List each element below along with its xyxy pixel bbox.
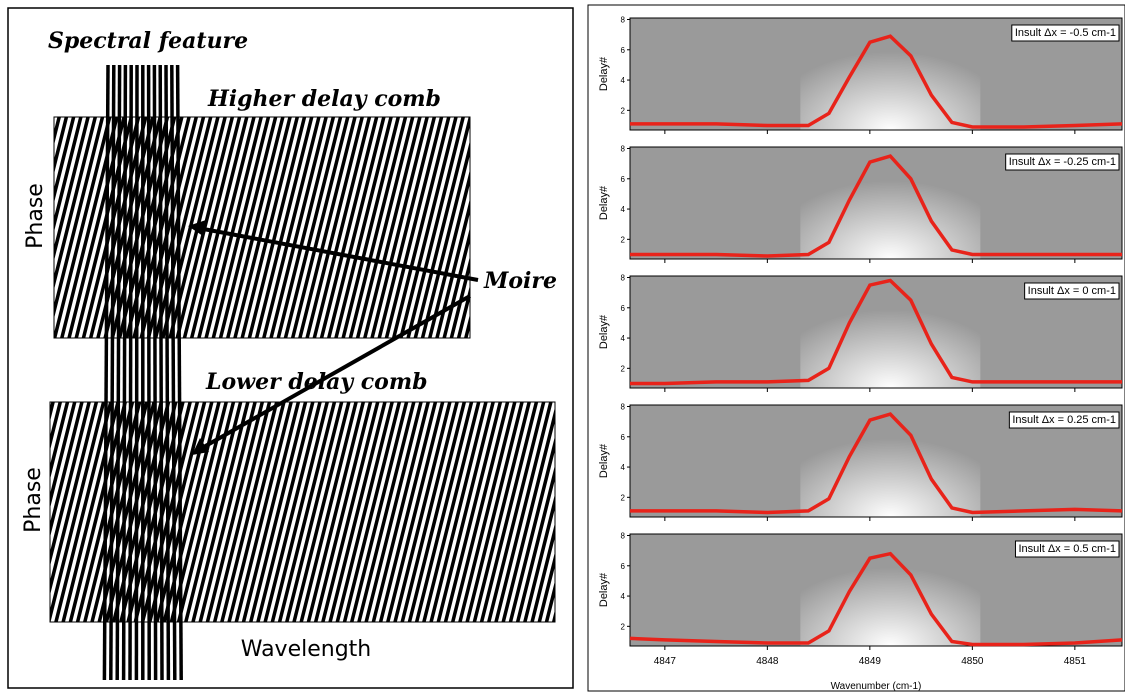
arrowhead (188, 220, 206, 236)
arrowhead (192, 438, 209, 455)
x-axis-label: Wavenumber (cm-1) (831, 681, 922, 692)
label: Lower delay comb (205, 369, 428, 395)
y-tick-label: 6 (621, 46, 626, 55)
arrow (197, 226, 479, 282)
y-tick-label: 2 (621, 235, 626, 244)
axis-label: Phase (23, 183, 48, 249)
panel-label: Insult Δx = 0 cm-1 (1028, 285, 1116, 297)
x-tick-label: 4851 (1064, 656, 1087, 667)
bar-line (170, 64, 177, 681)
y-tick-label: 4 (621, 205, 626, 214)
y-tick-label: 4 (621, 334, 626, 343)
x-tick-label: 4850 (961, 656, 984, 667)
plots-frame (587, 4, 1125, 692)
y-tick-label: 2 (621, 622, 626, 631)
axis-label: Phase (21, 467, 46, 533)
curve (630, 154, 1122, 258)
y-tick-label: 8 (621, 532, 626, 541)
y-axis-label: Delay# (598, 572, 610, 607)
y-tick-label: 2 (621, 364, 626, 373)
y-tick-label: 6 (621, 304, 626, 313)
y-tick-label: 4 (621, 463, 626, 472)
panel-frame (629, 533, 1123, 647)
label: Higher delay comb (207, 86, 441, 112)
label-box (1005, 153, 1120, 171)
bar-line (102, 64, 110, 681)
panel-frame (629, 275, 1123, 389)
panel-label: Insult Δx = -0.25 cm-1 (1009, 156, 1116, 168)
label-box (1008, 411, 1120, 429)
label-box (1024, 282, 1120, 300)
x-tick-label: 4849 (859, 656, 882, 667)
bar-line (128, 64, 133, 681)
spectral-bars (102, 64, 183, 681)
label-box (1011, 24, 1120, 42)
y-axis-label: Delay# (598, 185, 610, 220)
y-axis-label: Delay# (598, 56, 610, 91)
y-tick-label: 8 (621, 274, 626, 283)
x-tick-label: 4848 (756, 656, 779, 667)
label-box (1014, 540, 1120, 558)
bar-line (164, 64, 171, 681)
heatmap-glow (800, 534, 981, 646)
higher-comb (53, 116, 471, 339)
bar-line (175, 64, 183, 681)
y-tick-label: 8 (621, 16, 626, 25)
label: Spectral feature (48, 28, 248, 54)
panel-frame (629, 17, 1123, 131)
y-tick-label: 8 (621, 403, 626, 412)
panel-label: Insult Δx = 0.5 cm-1 (1018, 543, 1116, 555)
label: Moire (483, 268, 557, 294)
y-tick-label: 6 (621, 433, 626, 442)
y-tick-label: 8 (621, 145, 626, 154)
y-tick-label: 6 (621, 175, 626, 184)
curve (630, 278, 1122, 386)
curve (629, 551, 1123, 647)
panel-label: Insult Δx = 0.25 cm-1 (1012, 414, 1116, 426)
y-axis-label: Delay# (598, 314, 610, 349)
diagram: Spectral feature Higher delay comb Lower… (7, 7, 574, 689)
lower-comb (49, 401, 556, 623)
panel-label: Insult Δx = -0.5 cm-1 (1015, 27, 1116, 39)
plots: 2 4 6 8 Delay# Insult Δx = -0.5 cm-1 2 4 6 8 Delay… (598, 16, 1123, 667)
curve (630, 412, 1123, 515)
bar-line (134, 64, 139, 681)
y-tick-label: 2 (621, 493, 626, 502)
bar-line (146, 64, 151, 681)
bar-line (121, 64, 128, 681)
y-axis-label: Delay# (598, 443, 610, 478)
bar-line (152, 64, 158, 681)
x-tick-label: 4847 (654, 656, 677, 667)
axis-label: Wavelength (241, 637, 372, 662)
panel-frame (629, 146, 1123, 260)
bar-line (158, 64, 164, 681)
bar-line (115, 64, 122, 681)
bar-line (109, 64, 116, 681)
arrow (201, 294, 471, 450)
y-tick-label: 4 (621, 592, 626, 601)
y-tick-label: 2 (621, 106, 626, 115)
panel-frame (629, 404, 1123, 518)
y-tick-label: 4 (621, 76, 626, 85)
curve (630, 34, 1123, 129)
y-tick-label: 6 (621, 562, 626, 571)
